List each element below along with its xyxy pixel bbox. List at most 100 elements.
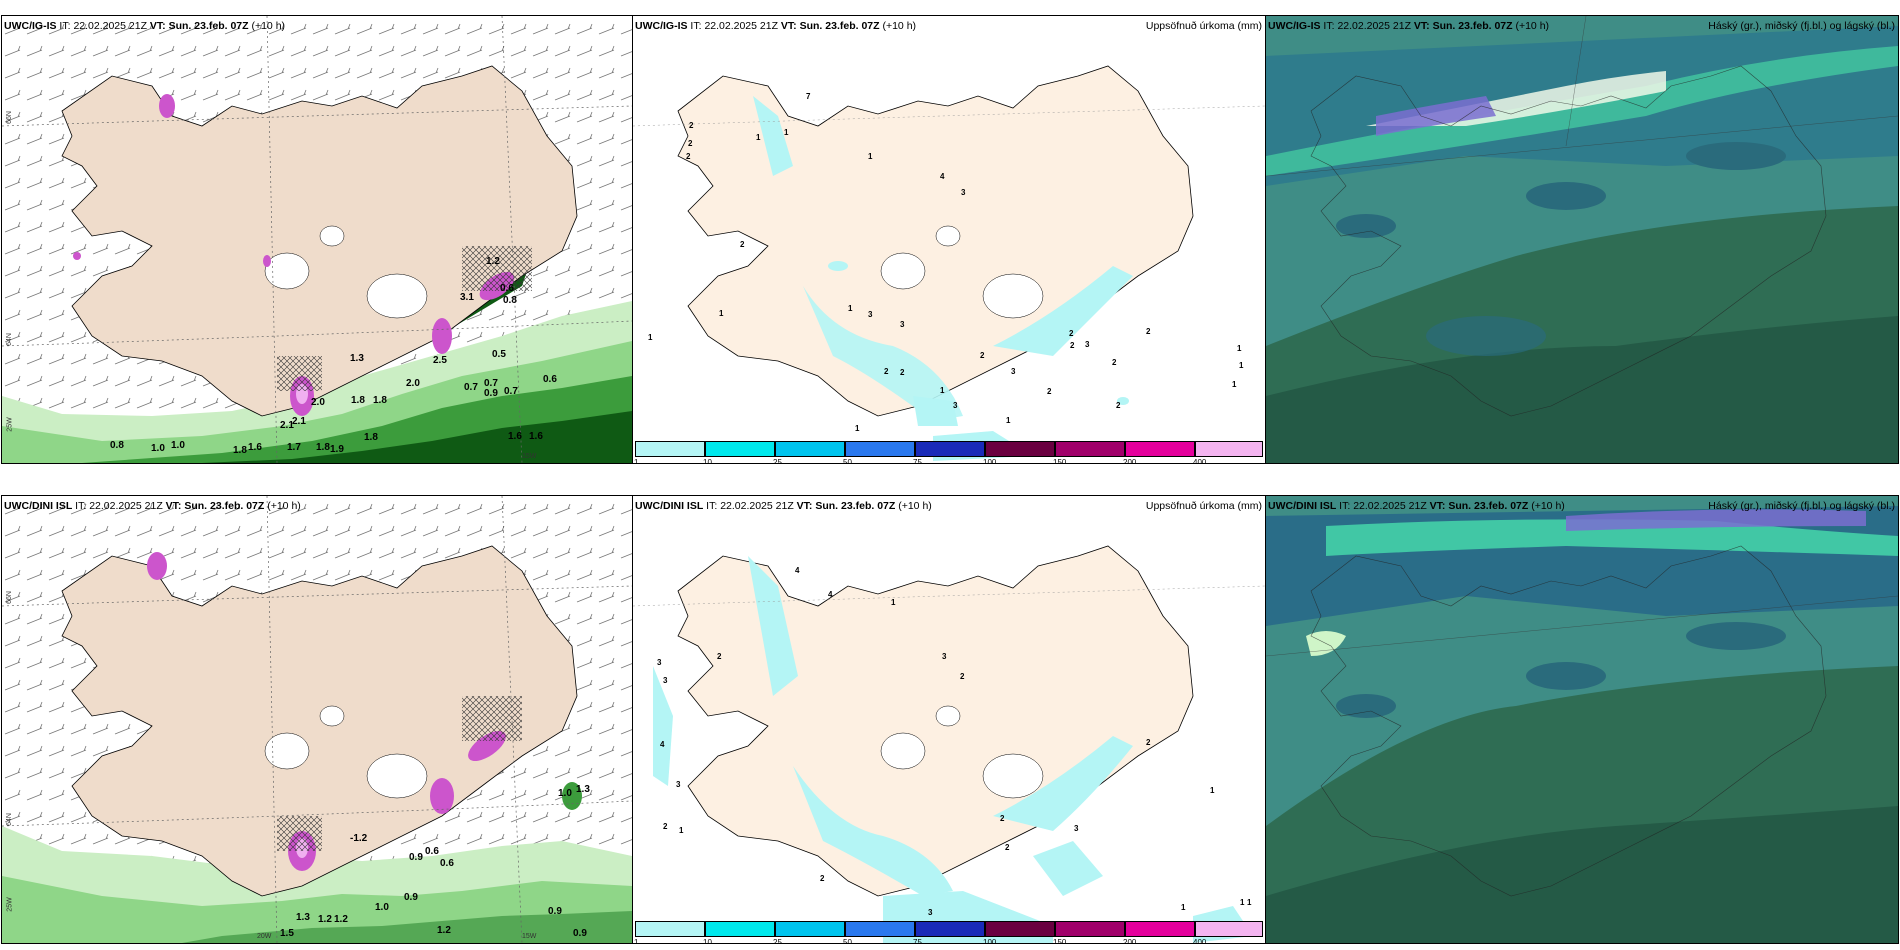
wind-value-label: 0.8 bbox=[503, 295, 517, 306]
precip-value-label: 1 bbox=[868, 152, 873, 161]
precip-value-label: 3 bbox=[942, 652, 947, 661]
precip-value-label: 3 bbox=[961, 188, 966, 197]
precip-value-label: 2 bbox=[1070, 341, 1075, 350]
wind-value-label: 1.2 bbox=[486, 256, 500, 267]
wind-value-label: 1.8 bbox=[316, 442, 330, 453]
wind-value-label: 2.1 bbox=[292, 416, 306, 427]
precip-value-label: 1 bbox=[1240, 898, 1245, 907]
precip-value-label: 2 bbox=[1146, 327, 1151, 336]
panel-header: UWC/IG-IS IT: 22.02.2025 21Z VT: Sun. 23… bbox=[635, 20, 917, 32]
wind-value-label: 1.3 bbox=[576, 784, 590, 795]
precip-value-label: 2 bbox=[1146, 738, 1151, 747]
wind-value-label: 0.9 bbox=[409, 852, 423, 863]
wind-value-label: 1.7 bbox=[287, 442, 301, 453]
wind-value-label: 1.8 bbox=[233, 445, 247, 456]
precip-value-label: 2 bbox=[1112, 358, 1117, 367]
precip-value-label: 2 bbox=[980, 351, 985, 360]
colorbar-segment bbox=[845, 921, 915, 937]
panel-header: UWC/DINI ISL IT: 22.02.2025 21Z VT: Sun.… bbox=[635, 500, 932, 512]
panel-title: Háský (gr.), miðský (fj.bl.) og lágský (… bbox=[1708, 20, 1895, 32]
precip-value-label: 3 bbox=[928, 908, 933, 917]
precip-value-label: 1 bbox=[784, 128, 789, 137]
wind-value-label: 0.7 bbox=[484, 378, 498, 389]
precip-value-label: 1 bbox=[1006, 416, 1011, 425]
colorbar-tick: 200 bbox=[1123, 458, 1137, 464]
precip-value-label: 1 bbox=[855, 424, 860, 433]
colorbar-segment bbox=[635, 921, 705, 937]
grid-label: 64N bbox=[5, 333, 13, 346]
grid-label: 25W bbox=[6, 417, 14, 432]
cloud-map bbox=[1266, 496, 1898, 943]
grid-label: 64N bbox=[5, 813, 13, 826]
wind-value-label: 0.6 bbox=[543, 374, 557, 385]
colorbar-segment bbox=[1195, 441, 1263, 457]
colorbar-segment bbox=[775, 921, 845, 937]
grid-label: 25W bbox=[6, 897, 14, 912]
wind-value-label: 3.1 bbox=[460, 292, 474, 303]
colorbar-segment bbox=[775, 441, 845, 457]
wind-value-label: 1.8 bbox=[364, 432, 378, 443]
precip-value-label: 2 bbox=[686, 152, 691, 161]
colorbar-tick: 100 bbox=[983, 458, 997, 464]
precip-value-label: 1 bbox=[1232, 380, 1237, 389]
precip-value-label: 2 bbox=[1005, 843, 1010, 852]
precip-map bbox=[633, 16, 1265, 463]
precip-colorbar: 1 10 25 50 75 100 150 200 400 bbox=[634, 921, 1263, 944]
precip-value-label: 1 bbox=[1181, 903, 1186, 912]
wind-value-label: 0.7 bbox=[464, 382, 478, 393]
precip-value-label: 2 bbox=[1000, 814, 1005, 823]
colorbar-segment bbox=[985, 921, 1055, 937]
precip-value-label: 2 bbox=[740, 240, 745, 249]
colorbar-tick: 50 bbox=[843, 458, 852, 464]
wind-value-label: 0.6 bbox=[440, 858, 454, 869]
colorbar-tick: 400 bbox=[1193, 938, 1207, 944]
colorbar-segment bbox=[915, 441, 985, 457]
colorbar-tick: 100 bbox=[983, 938, 997, 944]
wind-value-label: 2.0 bbox=[406, 378, 420, 389]
precip-value-label: 4 bbox=[660, 740, 665, 749]
precip-panel-ig-is: UWC/IG-IS IT: 22.02.2025 21Z VT: Sun. 23… bbox=[632, 15, 1266, 464]
colorbar-segment bbox=[985, 441, 1055, 457]
wind-map bbox=[2, 16, 632, 463]
wind-value-label: 0.9 bbox=[573, 928, 587, 939]
colorbar-segment bbox=[915, 921, 985, 937]
precip-value-label: 3 bbox=[676, 780, 681, 789]
colorbar-tick: 25 bbox=[773, 938, 782, 944]
panel-header: UWC/IG-IS IT: 22.02.2025 21Z VT: Sun. 23… bbox=[1268, 20, 1550, 32]
colorbar-tick: 75 bbox=[913, 938, 922, 944]
colorbar-tick: 150 bbox=[1053, 458, 1067, 464]
precip-value-label: 4 bbox=[940, 172, 945, 181]
wind-value-label: 1.9 bbox=[330, 444, 344, 455]
wind-value-label: 2.0 bbox=[311, 397, 325, 408]
panel-header: UWC/DINI ISL IT: 22.02.2025 21Z VT: Sun.… bbox=[4, 500, 301, 512]
wind-map bbox=[2, 496, 632, 943]
precip-value-label: 2 bbox=[820, 874, 825, 883]
wind-value-label: 0.6 bbox=[500, 283, 514, 294]
colorbar-tick: 400 bbox=[1193, 458, 1207, 464]
wind-value-label: 1.8 bbox=[373, 395, 387, 406]
wind-value-label: 0.9 bbox=[404, 892, 418, 903]
precip-value-label: 1 bbox=[891, 598, 896, 607]
wind-value-label: 0.7 bbox=[504, 386, 518, 397]
precip-value-label: 3 bbox=[657, 658, 662, 667]
precip-value-label: 2 bbox=[1047, 387, 1052, 396]
wind-value-label: 1.6 bbox=[508, 431, 522, 442]
colorbar-tick: 10 bbox=[703, 938, 712, 944]
colorbar-segment bbox=[705, 441, 775, 457]
wind-value-label: 0.8 bbox=[110, 440, 124, 451]
precip-colorbar: 1 10 25 50 75 100 150 200 400 bbox=[634, 441, 1263, 464]
wind-value-label: 1.2 bbox=[437, 925, 451, 936]
wind-panel-dini: UWC/DINI ISL IT: 22.02.2025 21Z VT: Sun.… bbox=[1, 495, 633, 944]
precip-value-label: 3 bbox=[868, 310, 873, 319]
colorbar-segment bbox=[1125, 921, 1195, 937]
precip-value-label: 3 bbox=[1085, 340, 1090, 349]
wind-value-label: 1.6 bbox=[529, 431, 543, 442]
panel-title: Uppsöfnuð úrkoma (mm) bbox=[1145, 20, 1262, 32]
wind-value-label: 2.1 bbox=[280, 420, 294, 431]
panel-title: Uppsöfnuð úrkoma (mm) bbox=[1145, 500, 1262, 512]
precip-value-label: 2 bbox=[900, 368, 905, 377]
wind-value-label: 1.5 bbox=[280, 928, 294, 939]
precip-value-label: 3 bbox=[900, 320, 905, 329]
precip-value-label: 1 bbox=[848, 304, 853, 313]
precip-value-label: 2 bbox=[1116, 401, 1121, 410]
